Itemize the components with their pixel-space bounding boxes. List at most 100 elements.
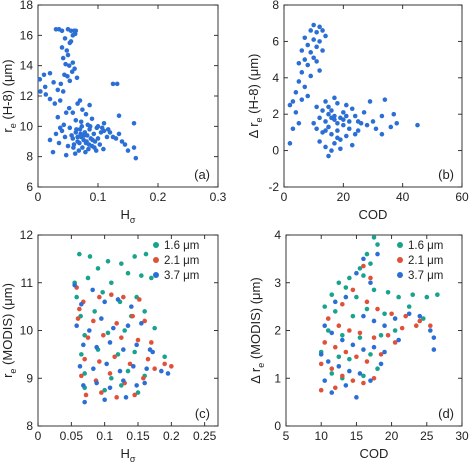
data-point bbox=[143, 251, 149, 257]
data-point bbox=[47, 70, 53, 76]
data-point bbox=[115, 297, 121, 302]
data-point bbox=[329, 371, 335, 376]
data-point bbox=[52, 101, 58, 106]
data-point bbox=[77, 251, 82, 257]
data-point bbox=[299, 48, 305, 53]
data-point bbox=[335, 135, 340, 141]
data-point bbox=[122, 328, 127, 333]
data-point bbox=[371, 375, 377, 381]
data-point bbox=[94, 380, 99, 386]
data-point bbox=[326, 111, 331, 117]
data-point bbox=[392, 328, 398, 333]
data-point bbox=[80, 107, 85, 112]
data-point bbox=[302, 84, 308, 90]
data-point bbox=[50, 149, 56, 155]
data-point bbox=[323, 128, 328, 133]
data-point bbox=[76, 148, 82, 153]
x-tick-label: 10 bbox=[315, 429, 329, 443]
series-points bbox=[287, 22, 420, 159]
data-point bbox=[335, 100, 340, 106]
y-tick-label: 2 bbox=[272, 107, 279, 121]
data-point bbox=[55, 114, 61, 120]
data-point bbox=[320, 108, 325, 113]
data-point bbox=[396, 337, 401, 343]
x-tick-label: 0.2 bbox=[150, 190, 167, 204]
series-points bbox=[37, 26, 139, 161]
data-point bbox=[104, 361, 109, 367]
data-point bbox=[355, 128, 361, 133]
y-tick-label: 14 bbox=[20, 59, 34, 73]
legend-marker bbox=[153, 257, 159, 263]
legend-marker bbox=[153, 272, 159, 278]
y-tick-label: 12 bbox=[20, 228, 34, 242]
legend-marker bbox=[397, 242, 403, 248]
data-point bbox=[81, 342, 86, 348]
data-point bbox=[63, 110, 69, 115]
y-tick-label: 0 bbox=[274, 419, 281, 433]
legend-label: 2.1 μm bbox=[164, 255, 199, 267]
plot-frame bbox=[283, 4, 463, 188]
y-tick-label: 16 bbox=[20, 28, 34, 42]
data-point bbox=[317, 68, 322, 73]
data-point bbox=[142, 318, 147, 324]
data-point bbox=[340, 332, 345, 338]
panel-label: (c) bbox=[195, 406, 210, 421]
data-point bbox=[85, 275, 91, 281]
data-point bbox=[305, 93, 311, 99]
data-point bbox=[290, 99, 296, 104]
data-point bbox=[67, 78, 73, 84]
data-point bbox=[73, 28, 79, 34]
data-point bbox=[305, 42, 311, 48]
data-point bbox=[371, 318, 377, 324]
data-point bbox=[100, 290, 105, 295]
data-point bbox=[287, 141, 293, 146]
data-point bbox=[82, 371, 87, 376]
x-tick-label: 25 bbox=[420, 429, 434, 443]
data-point bbox=[326, 104, 331, 110]
data-point bbox=[87, 102, 92, 108]
data-point bbox=[371, 287, 377, 293]
y-axis-label-main: r bbox=[0, 128, 15, 133]
data-point bbox=[99, 390, 104, 395]
data-point bbox=[364, 122, 370, 128]
data-point bbox=[55, 87, 61, 93]
data-point bbox=[361, 380, 366, 386]
data-point bbox=[375, 251, 380, 257]
y-axis-label-rest: (H-8) (μm) bbox=[246, 54, 261, 118]
y-tick-label: 11 bbox=[21, 276, 34, 290]
data-point bbox=[83, 149, 88, 155]
data-point bbox=[95, 266, 101, 271]
y-tick-label: 6 bbox=[272, 34, 279, 48]
data-point bbox=[332, 344, 338, 350]
y-axis-label-sub: e bbox=[8, 123, 18, 128]
data-point bbox=[305, 62, 311, 68]
data-point bbox=[66, 63, 72, 68]
y-tick-label: 4 bbox=[274, 228, 281, 242]
data-point bbox=[314, 59, 319, 64]
data-point bbox=[38, 89, 43, 94]
x-tick-label: 0 bbox=[35, 190, 42, 204]
data-point bbox=[343, 285, 349, 290]
data-point bbox=[341, 117, 346, 122]
data-point bbox=[435, 292, 440, 297]
data-point bbox=[73, 117, 79, 123]
data-point bbox=[63, 152, 69, 158]
data-point bbox=[311, 121, 316, 126]
data-point bbox=[379, 131, 385, 137]
legend-marker bbox=[153, 242, 159, 248]
data-point bbox=[318, 361, 324, 367]
data-point bbox=[361, 313, 366, 319]
x-tick-label: 60 bbox=[455, 190, 469, 204]
data-point bbox=[58, 81, 64, 87]
data-point bbox=[344, 102, 349, 108]
data-point bbox=[349, 106, 355, 112]
data-point bbox=[91, 366, 96, 372]
data-point bbox=[113, 136, 119, 141]
data-point bbox=[90, 137, 95, 143]
data-point bbox=[37, 77, 43, 82]
data-point bbox=[420, 316, 426, 321]
legend-label: 1.6 μm bbox=[164, 240, 199, 252]
data-point bbox=[85, 335, 91, 340]
